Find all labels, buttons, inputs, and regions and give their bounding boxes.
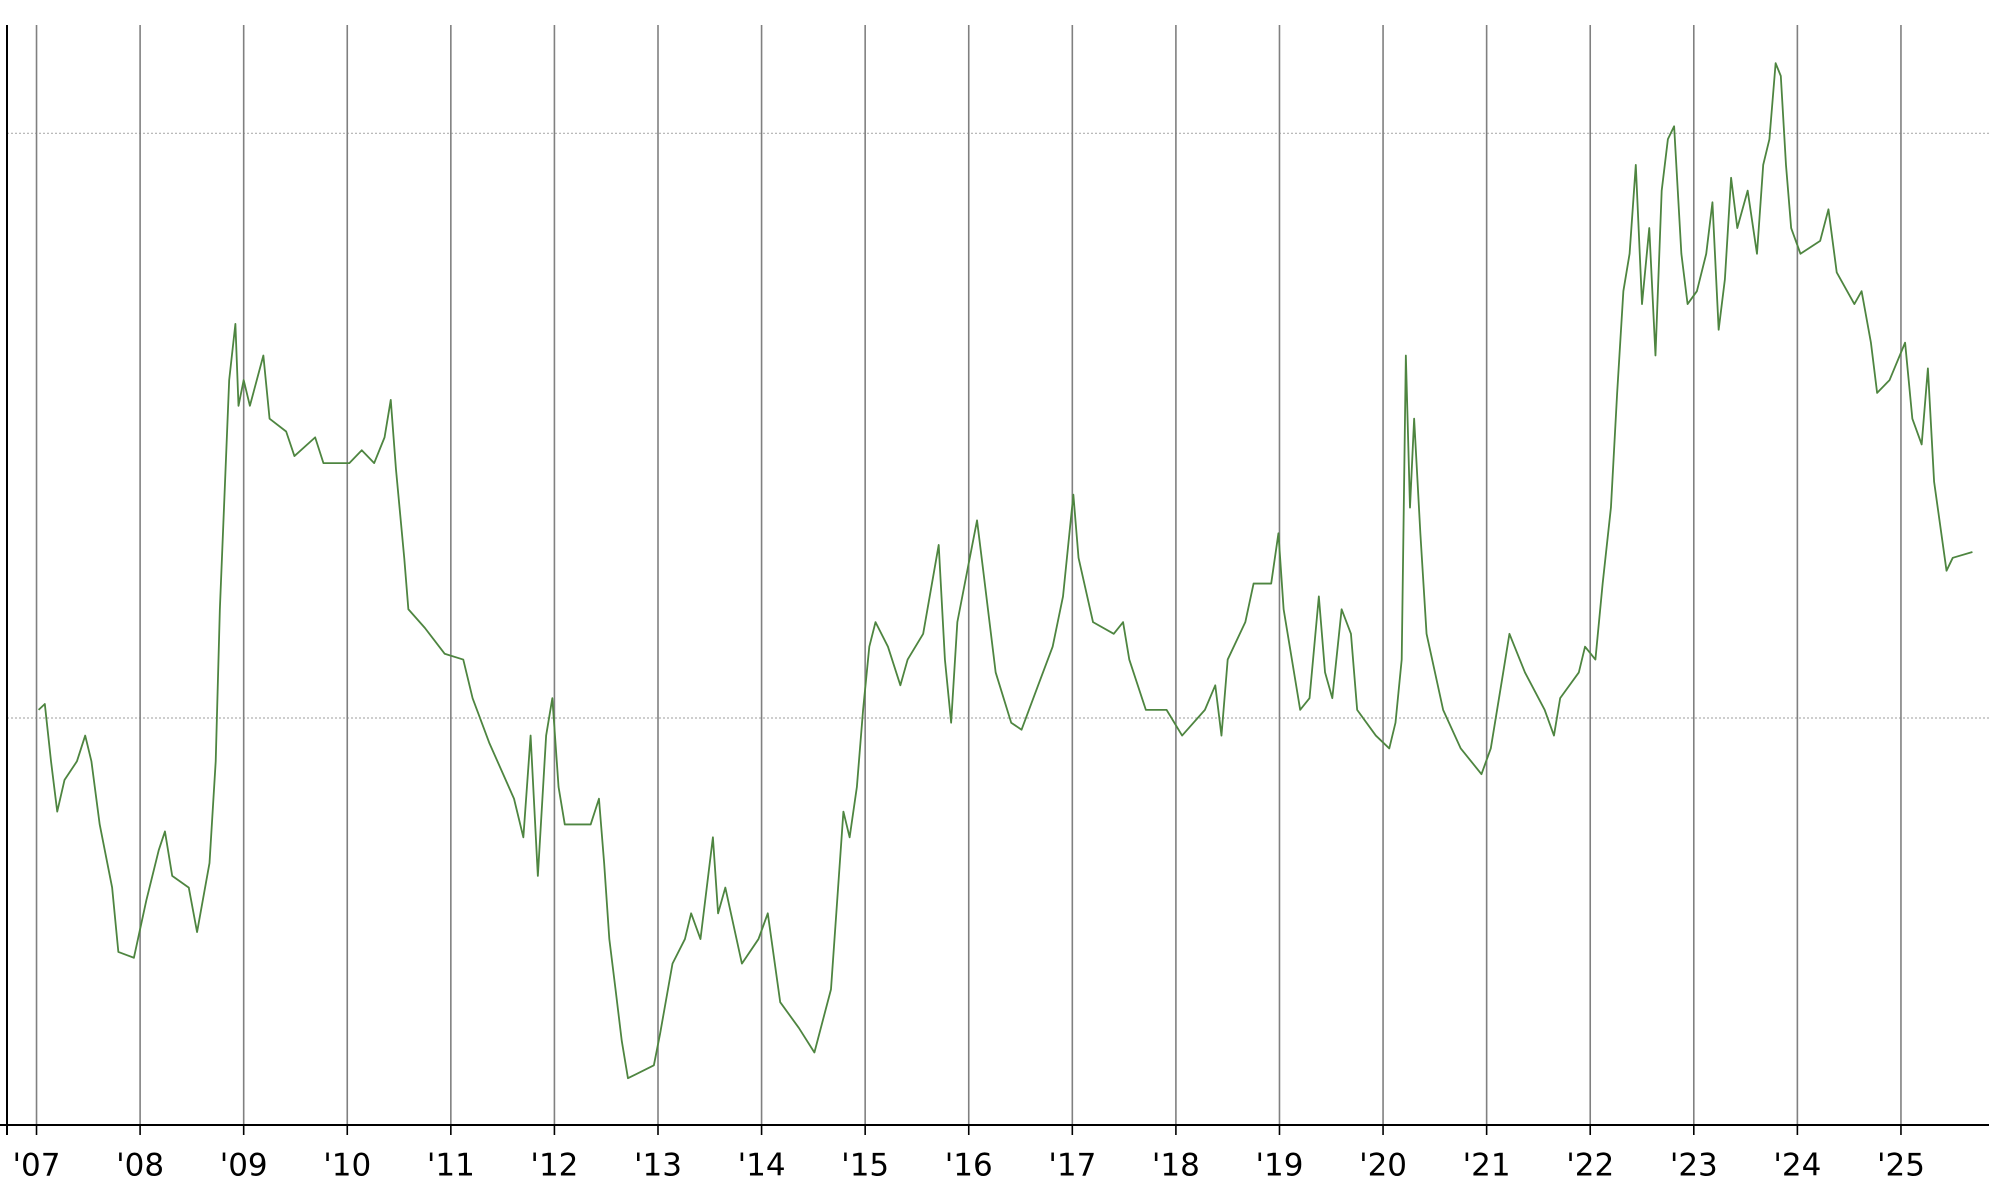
x-tick-label: '15: [841, 1148, 889, 1184]
x-tick-label: '12: [530, 1148, 578, 1184]
x-tick-label: '14: [738, 1148, 786, 1184]
x-tick-label: '08: [116, 1148, 164, 1184]
x-tick-label: '09: [220, 1148, 268, 1184]
x-tick-label: '11: [427, 1148, 475, 1184]
x-tick-label: '10: [323, 1148, 371, 1184]
x-tick-label: '22: [1566, 1148, 1614, 1184]
x-tick-label: '18: [1152, 1148, 1200, 1184]
x-tick-label: '07: [13, 1148, 61, 1184]
x-tick-label: '25: [1877, 1148, 1925, 1184]
x-tick-label: '21: [1463, 1148, 1511, 1184]
x-tick-label: '24: [1773, 1148, 1821, 1184]
x-tick-label: '17: [1048, 1148, 1096, 1184]
x-tick-label: '19: [1255, 1148, 1303, 1184]
x-tick-label: '20: [1359, 1148, 1407, 1184]
x-tick-label: '16: [945, 1148, 993, 1184]
data-line: [37, 62, 1973, 1080]
x-tick-label: '13: [634, 1148, 682, 1184]
x-tick-label: '23: [1670, 1148, 1718, 1184]
